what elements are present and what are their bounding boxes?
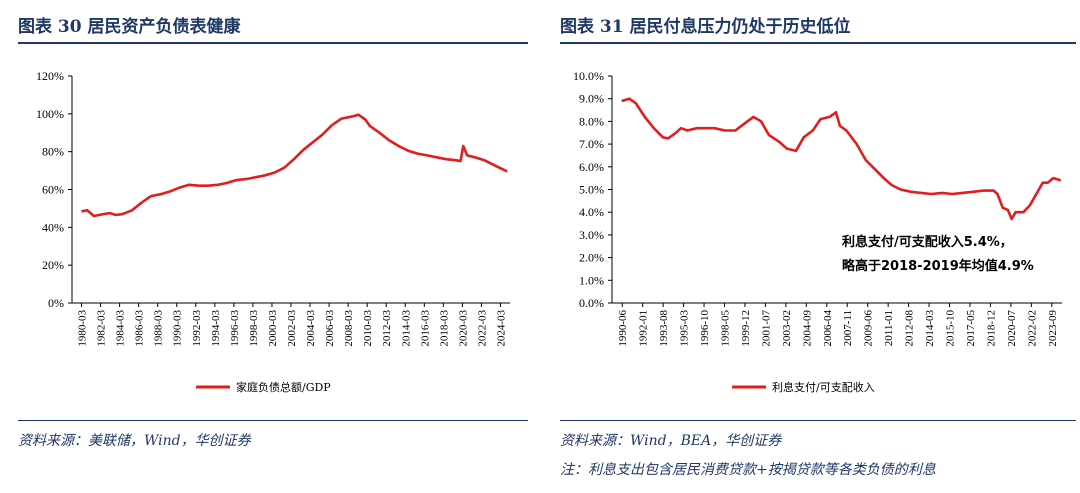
x-tick-label: 2016-03 bbox=[419, 310, 431, 347]
annotation-text: 利息支付/可支配收入5.4%， bbox=[842, 234, 1013, 250]
x-tick-label: 1980-03 bbox=[77, 310, 89, 347]
y-tick-label: 1.0% bbox=[579, 273, 604, 287]
x-tick-label: 2014-03 bbox=[924, 310, 936, 347]
debt-to-gdp-chart: 0% 20% 40% 60% 80% 100% 120% 1980-03 1982-03 1984… bbox=[36, 69, 510, 394]
series-line bbox=[621, 97, 1062, 221]
y-tick-label: 4.0% bbox=[579, 205, 604, 219]
x-tick-label: 1986-03 bbox=[134, 310, 146, 347]
x-tick-label: 2000-03 bbox=[267, 310, 279, 347]
x-tick-label: 1990-06 bbox=[617, 310, 629, 347]
x-tick-label: 2024-03 bbox=[495, 310, 507, 347]
x-tick-label: 2018-03 bbox=[438, 310, 450, 347]
x-tick-label: 1998-05 bbox=[720, 310, 732, 347]
x-tick-label: 1992-03 bbox=[191, 310, 203, 347]
y-tick-label: 0.0% bbox=[579, 296, 604, 310]
legend-label: 家庭负债总额/GDP bbox=[236, 380, 331, 394]
x-tick-label: 2006-03 bbox=[324, 310, 336, 347]
x-tick-label: 2001-07 bbox=[760, 310, 772, 347]
x-tick-label: 1990-03 bbox=[172, 310, 184, 347]
y-tick-label: 120% bbox=[36, 69, 64, 83]
x-tick-label: 1999-12 bbox=[740, 310, 752, 347]
x-tick-label: 1982-03 bbox=[96, 310, 108, 347]
x-tick-label: 2017-05 bbox=[965, 310, 977, 347]
x-tick-label: 2015-10 bbox=[945, 310, 957, 347]
y-tick-label: 6.0% bbox=[579, 160, 604, 174]
y-tick-label: 10.0% bbox=[573, 69, 604, 83]
y-tick-label: 2.0% bbox=[579, 251, 604, 265]
series-line bbox=[81, 113, 508, 218]
x-tick-label: 2018-12 bbox=[985, 310, 997, 347]
x-tick-label: 2012-08 bbox=[904, 310, 916, 347]
y-tick-label: 3.0% bbox=[579, 228, 604, 242]
figure-title: 图表 31 居民付息压力仍处于历史低位 bbox=[560, 17, 851, 37]
y-tick-label: 40% bbox=[42, 220, 64, 234]
annotation-text: 略高于2018-2019年均值4.9% bbox=[842, 258, 1034, 274]
legend: 家庭负债总额/GDP bbox=[196, 380, 331, 394]
x-tick-label: 2023-09 bbox=[1047, 310, 1059, 347]
x-tick-label: 2010-03 bbox=[362, 310, 374, 347]
x-tick-label: 2004-09 bbox=[801, 310, 813, 347]
bottom-rule bbox=[18, 420, 528, 421]
x-tick-label: 2020-07 bbox=[1006, 310, 1018, 347]
x-tick-label: 2004-03 bbox=[305, 310, 317, 347]
x-tick-label: 1996-10 bbox=[699, 310, 711, 347]
y-tick-label: 5.0% bbox=[579, 183, 604, 197]
figure-title: 图表 30 居民资产负债表健康 bbox=[18, 17, 241, 37]
x-tick-label: 2022-02 bbox=[1026, 310, 1038, 347]
legend: 利息支付/可支配收入 bbox=[732, 380, 875, 394]
y-tick-label: 7.0% bbox=[579, 137, 604, 151]
interest-burden-chart: 0.0% 1.0% 2.0% 3.0% 4.0% 5.0% 6.0% 7.0% 8.0% 9.0%… bbox=[573, 69, 1062, 394]
x-tick-label: 1988-03 bbox=[153, 310, 165, 347]
x-tick-label: 2006-04 bbox=[822, 310, 834, 347]
bottom-rule bbox=[560, 420, 1076, 421]
source-note: 资料来源：Wind，BEA，华创证券 bbox=[560, 433, 782, 449]
x-tick-label: 2011-01 bbox=[883, 310, 895, 346]
x-tick-label: 1994-03 bbox=[210, 310, 222, 347]
x-tick-label: 1996-03 bbox=[229, 310, 241, 347]
x-tick-label: 1984-03 bbox=[115, 310, 127, 347]
x-tick-label: 1993-08 bbox=[658, 310, 670, 347]
x-tick-label: 2012-03 bbox=[381, 310, 393, 347]
x-tick-label: 2009-06 bbox=[863, 310, 875, 347]
x-tick-label: 1995-03 bbox=[679, 310, 691, 347]
x-tick-label: 2022-03 bbox=[476, 310, 488, 347]
y-tick-label: 20% bbox=[42, 258, 64, 272]
x-tick-label: 1998-03 bbox=[248, 310, 260, 347]
footnote: 注：利息支出包含居民消费贷款+按揭贷款等各类负债的利息 bbox=[560, 462, 936, 478]
y-tick-label: 100% bbox=[36, 107, 64, 121]
x-tick-label: 2003-02 bbox=[781, 310, 793, 347]
legend-label: 利息支付/可支配收入 bbox=[772, 380, 875, 394]
x-tick-label: 2020-03 bbox=[457, 310, 469, 347]
y-tick-label: 60% bbox=[42, 183, 64, 197]
title-rule bbox=[560, 42, 1076, 44]
x-tick-label: 2007-11 bbox=[842, 310, 854, 346]
x-tick-label: 2014-03 bbox=[400, 310, 412, 347]
y-tick-label: 8.0% bbox=[579, 114, 604, 128]
x-tick-label: 1992-01 bbox=[638, 310, 650, 347]
x-tick-label: 2002-03 bbox=[286, 310, 298, 347]
y-tick-label: 80% bbox=[42, 145, 64, 159]
y-tick-label: 0% bbox=[48, 296, 64, 310]
source-note: 资料来源：美联储，Wind，华创证券 bbox=[18, 433, 251, 449]
title-rule bbox=[18, 42, 528, 44]
y-tick-label: 9.0% bbox=[579, 92, 604, 106]
x-tick-label: 2008-03 bbox=[343, 310, 355, 347]
